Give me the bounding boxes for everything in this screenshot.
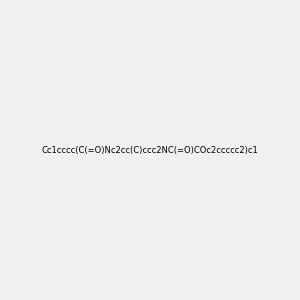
Text: Cc1cccc(C(=O)Nc2cc(C)ccc2NC(=O)COc2ccccc2)c1: Cc1cccc(C(=O)Nc2cc(C)ccc2NC(=O)COc2ccccc… [42,146,258,154]
